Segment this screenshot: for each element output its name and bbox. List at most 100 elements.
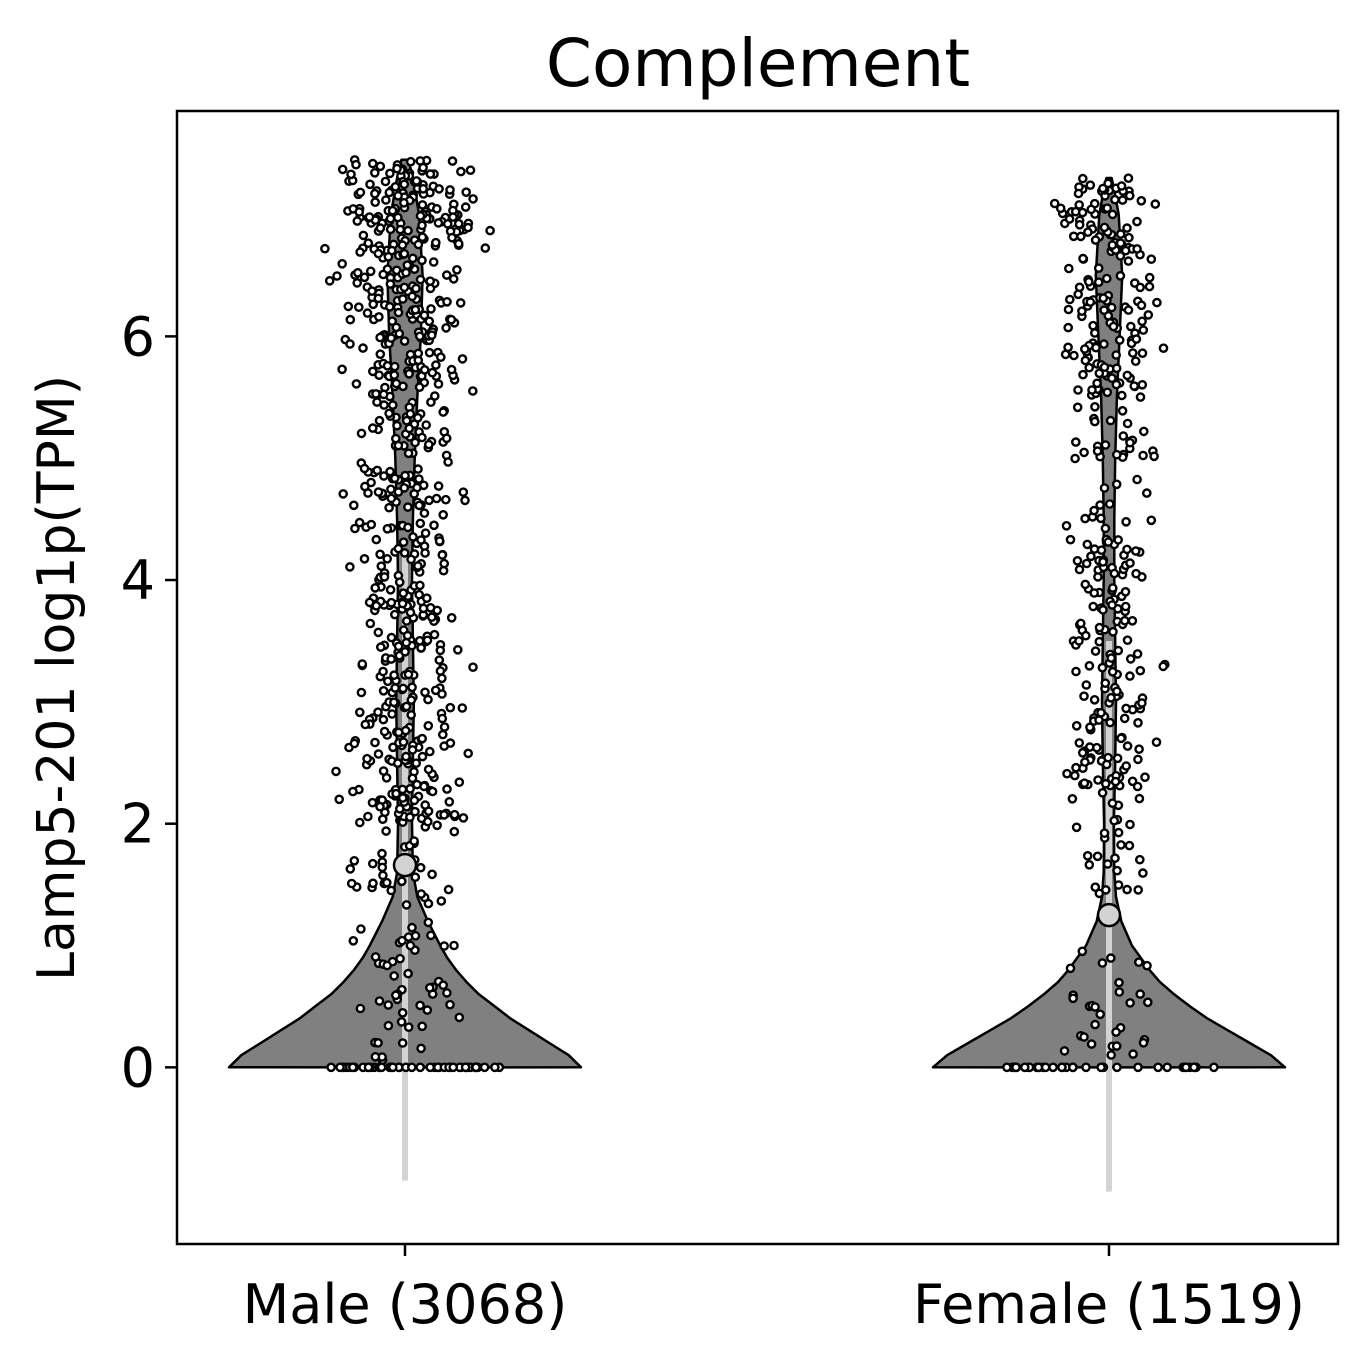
data-point <box>1096 513 1106 524</box>
data-point <box>404 423 415 434</box>
data-point <box>1071 666 1081 677</box>
data-point <box>395 224 406 235</box>
data-point <box>373 293 384 304</box>
data-point <box>1071 762 1081 773</box>
data-point <box>1106 693 1116 703</box>
data-point <box>419 365 430 375</box>
data-point <box>398 588 409 599</box>
data-point <box>386 493 397 504</box>
data-point <box>420 548 430 558</box>
data-point <box>448 274 459 284</box>
data-point <box>407 773 418 784</box>
data-point <box>426 612 437 623</box>
data-point <box>423 721 434 731</box>
data-point <box>403 1022 414 1032</box>
data-point <box>1111 363 1122 374</box>
data-point <box>397 294 408 304</box>
data-point <box>1114 987 1125 997</box>
data-point <box>441 323 451 333</box>
data-point <box>1131 568 1141 579</box>
data-point <box>1106 653 1116 663</box>
data-point <box>1122 544 1132 555</box>
data-point <box>1113 880 1124 890</box>
data-point <box>413 464 423 474</box>
data-point <box>1128 1049 1138 1059</box>
data-point <box>1121 761 1131 771</box>
data-point <box>1146 254 1157 265</box>
data-point <box>1092 851 1103 862</box>
data-point <box>442 988 452 998</box>
data-point <box>1107 798 1118 809</box>
data-point <box>408 532 418 542</box>
data-point <box>1098 605 1108 615</box>
data-point <box>345 562 355 572</box>
data-point <box>1083 227 1093 237</box>
data-point <box>1132 649 1143 659</box>
data-point <box>363 1062 374 1073</box>
data-point <box>1080 355 1091 366</box>
data-point <box>399 483 410 493</box>
data-point <box>389 370 400 380</box>
data-point <box>1099 362 1110 373</box>
data-point <box>431 360 441 370</box>
data-point <box>449 940 459 951</box>
data-point <box>403 225 413 236</box>
data-point <box>1132 244 1142 254</box>
data-point <box>367 366 378 377</box>
data-point <box>1080 757 1090 767</box>
data-point <box>367 158 378 169</box>
data-point <box>354 517 365 528</box>
data-point <box>1093 263 1104 274</box>
data-point <box>397 598 408 609</box>
data-point <box>440 494 451 505</box>
data-point <box>386 333 397 343</box>
data-point <box>382 524 393 534</box>
data-point <box>382 554 393 564</box>
data-point <box>420 800 431 810</box>
data-point <box>1086 1039 1097 1049</box>
data-point <box>400 647 410 657</box>
data-point <box>423 439 434 450</box>
data-point <box>410 872 421 883</box>
data-point <box>1134 744 1144 755</box>
data-point <box>437 673 447 684</box>
data-point <box>433 379 444 389</box>
data-point <box>1158 661 1168 672</box>
data-point <box>1074 738 1085 748</box>
data-point <box>364 212 375 222</box>
data-point <box>439 810 449 820</box>
data-point <box>433 218 444 228</box>
data-point <box>352 267 363 278</box>
data-point <box>389 697 399 708</box>
data-point <box>1116 840 1126 850</box>
data-point <box>390 990 401 1001</box>
data-point <box>427 869 437 880</box>
data-point <box>1118 431 1129 441</box>
data-point <box>467 386 478 396</box>
data-point <box>425 276 436 287</box>
data-point <box>417 432 427 443</box>
data-point <box>458 487 469 498</box>
data-point <box>375 801 385 812</box>
data-point <box>396 1017 407 1027</box>
data-point <box>1110 853 1120 864</box>
y-tick-label: 0 <box>121 1036 155 1099</box>
data-point <box>1100 678 1111 689</box>
data-point <box>423 694 433 705</box>
data-point <box>445 738 456 748</box>
data-point <box>1090 416 1100 427</box>
data-point <box>1081 680 1092 690</box>
data-point <box>405 409 416 419</box>
data-point <box>1082 539 1093 550</box>
data-point <box>359 272 370 283</box>
data-point <box>1096 708 1106 718</box>
data-point <box>373 627 384 638</box>
data-point <box>1081 1062 1091 1073</box>
data-point <box>425 1062 436 1073</box>
data-point <box>379 471 389 481</box>
data-point <box>448 1062 459 1073</box>
data-point <box>1130 356 1141 367</box>
data-point <box>431 203 442 214</box>
data-point <box>373 1038 383 1048</box>
